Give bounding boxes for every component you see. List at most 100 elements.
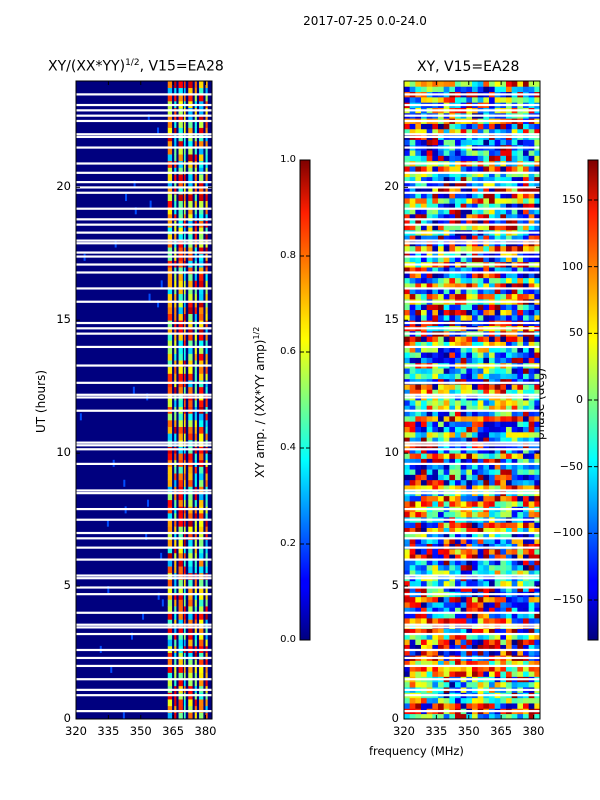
left-band-cell (174, 293, 177, 301)
left-band-cell (199, 652, 204, 660)
left-band-cell (167, 473, 173, 481)
right-cell (523, 155, 530, 162)
right-cell (528, 357, 535, 364)
right-cell (455, 431, 462, 438)
right-cell (511, 415, 518, 422)
colorbar-phase-tick-label: 150 (562, 193, 583, 206)
right-cell (438, 384, 445, 390)
right-cell (494, 580, 501, 587)
right-cell (426, 128, 433, 135)
right-cell (466, 368, 473, 374)
right-cell (421, 681, 428, 688)
right-cell (443, 389, 450, 396)
right-cell (494, 182, 501, 188)
right-cell (421, 314, 428, 321)
left-band-cell (199, 413, 204, 421)
right-cell (528, 681, 535, 688)
left-band-cell (167, 632, 173, 640)
right-cell (483, 453, 490, 459)
right-cell (443, 421, 450, 427)
right-cell (528, 602, 535, 608)
right-gap-row (404, 462, 540, 465)
left-gap-row (76, 710, 212, 713)
right-cell (506, 86, 513, 93)
right-cell (506, 245, 513, 252)
right-cell (438, 602, 445, 608)
right-cell (494, 128, 501, 135)
left-band-cell (199, 625, 204, 634)
right-cell (534, 501, 540, 507)
left-band-cell (199, 81, 204, 89)
left-band-cell (194, 167, 197, 175)
left-band-cell (199, 346, 204, 354)
right-cell (415, 277, 422, 284)
right-cell (511, 623, 518, 630)
right-cell (443, 405, 450, 412)
right-cell (432, 623, 439, 630)
right-cell (443, 182, 450, 188)
right-cell (517, 128, 524, 135)
right-cell (472, 548, 479, 555)
left-band-cell (174, 479, 177, 487)
right-axis-ticks (403, 81, 540, 720)
right-cell (409, 665, 416, 672)
right-cell (404, 235, 411, 241)
right-cell (409, 580, 416, 587)
right-cell (438, 314, 445, 321)
left-band-cell (167, 413, 173, 421)
left-band-cell (199, 546, 204, 554)
right-cell (438, 272, 445, 279)
right-cell (517, 288, 524, 295)
right-cell (517, 293, 524, 300)
left-band-cell (183, 559, 186, 567)
left-speckle-cell (125, 193, 128, 202)
right-cell (460, 703, 467, 709)
left-band-cell (199, 373, 204, 381)
left-band-cell (205, 466, 208, 474)
right-cell (449, 357, 456, 364)
right-cell (523, 283, 530, 289)
right-cell (466, 96, 473, 103)
left-gap-row (76, 531, 212, 535)
right-cell (443, 703, 450, 709)
x-axis-label: frequency (MHz) (369, 744, 464, 758)
right-gap-row (404, 448, 540, 451)
left-band-cell (178, 227, 183, 235)
right-cell (449, 128, 456, 135)
right-cell (477, 139, 484, 146)
left-band-cell (183, 300, 186, 308)
right-cell (409, 235, 416, 241)
right-cell (489, 447, 496, 454)
right-cell (477, 283, 484, 289)
right-cell (528, 314, 535, 321)
right-cell (523, 511, 530, 518)
right-cell (517, 426, 524, 433)
right-cell (494, 267, 501, 273)
left-band-cell (205, 586, 208, 594)
right-cell (523, 596, 530, 603)
right-cell (421, 256, 428, 263)
right-cell (534, 612, 540, 619)
right-cell (511, 150, 518, 156)
right-cell (460, 607, 467, 614)
right-cell (534, 86, 540, 93)
right-cell (534, 548, 540, 555)
right-cell (455, 341, 462, 348)
right-cell (489, 703, 496, 709)
right-cell (466, 623, 473, 630)
left-gap-row (76, 444, 212, 447)
left-band-cell (178, 559, 183, 567)
right-cell (472, 176, 479, 183)
right-cell (409, 389, 416, 396)
right-cell (415, 681, 422, 688)
right-cell (528, 501, 535, 507)
right-cell (483, 586, 490, 592)
right-cell (460, 81, 467, 87)
right-cell (443, 150, 450, 156)
right-cell (443, 187, 450, 194)
right-cell (455, 155, 462, 162)
right-cell (489, 554, 496, 560)
right-cell (443, 283, 450, 289)
left-band-cell (174, 193, 177, 202)
left-band-cell (167, 419, 173, 427)
